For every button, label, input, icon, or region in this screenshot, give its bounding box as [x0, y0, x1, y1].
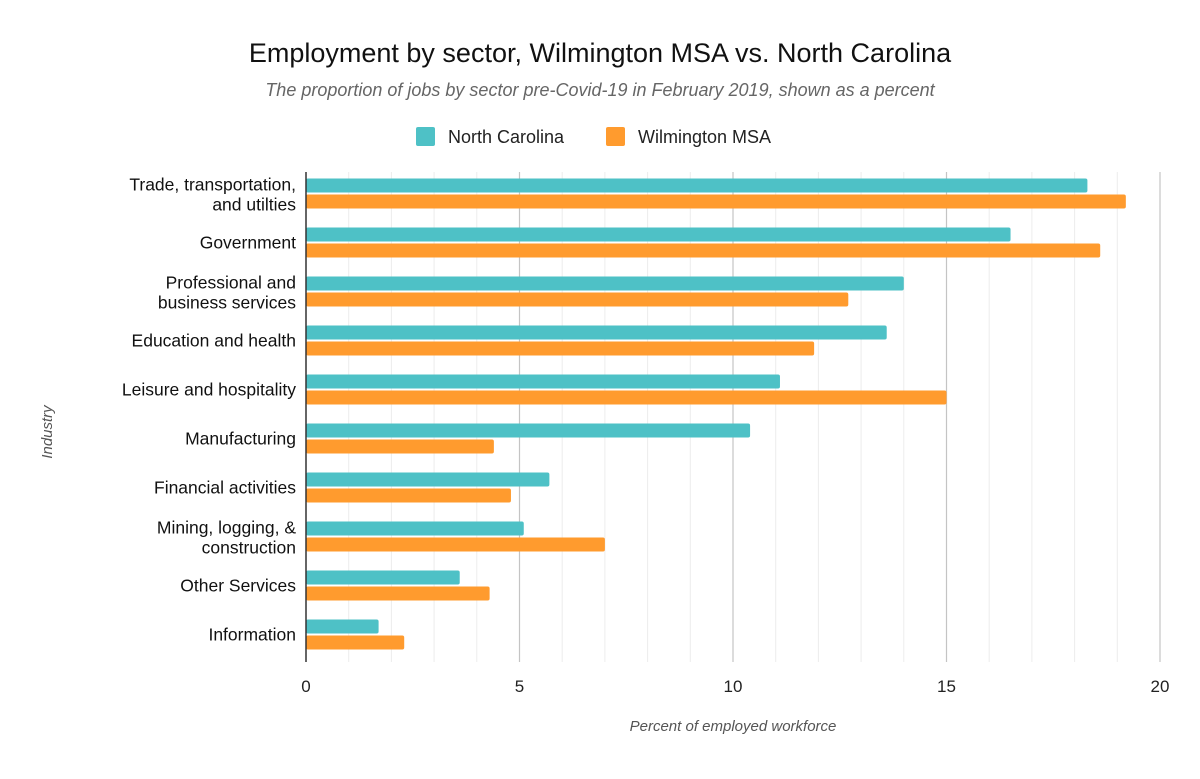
x-tick-label: 10	[724, 677, 743, 696]
bar-wilmington-msa	[306, 341, 815, 356]
y-category-label-line: Professional and	[166, 273, 296, 293]
y-category-label-line: Mining, logging, &	[157, 518, 296, 538]
bar-north-carolina	[306, 276, 904, 291]
bar-wilmington-msa	[306, 390, 947, 405]
bar-wilmington-msa	[306, 635, 405, 650]
legend-swatch-wilmington-msa	[606, 127, 625, 146]
y-category-label-line: business services	[158, 293, 296, 313]
chart-title: Employment by sector, Wilmington MSA vs.…	[249, 38, 952, 68]
y-category-label-line: construction	[202, 538, 296, 558]
bar-north-carolina	[306, 178, 1088, 193]
bar-north-carolina	[306, 325, 887, 340]
x-tick-label: 15	[937, 677, 956, 696]
bar-wilmington-msa	[306, 439, 494, 454]
legend-label-north-carolina: North Carolina	[448, 127, 565, 147]
axes: 0 5 10 15 20 Trade, transportation, and utilti…	[122, 172, 1170, 696]
y-category-label: Financial activities	[154, 478, 296, 498]
bar-north-carolina	[306, 374, 780, 389]
y-category-label: Education and health	[132, 331, 296, 351]
y-category-label: Professional and business services	[158, 273, 296, 313]
bar-wilmington-msa	[306, 488, 511, 503]
bar-north-carolina	[306, 521, 524, 536]
x-tick-label: 0	[301, 677, 310, 696]
x-tick-label: 20	[1151, 677, 1170, 696]
bar-north-carolina	[306, 423, 751, 438]
y-axis-title: Industry	[39, 404, 56, 459]
y-category-label: Leisure and hospitality	[122, 380, 296, 400]
bar-north-carolina	[306, 472, 550, 487]
legend: North Carolina Wilmington MSA	[416, 127, 771, 147]
legend-label-wilmington-msa: Wilmington MSA	[638, 127, 771, 147]
legend-swatch-north-carolina	[416, 127, 435, 146]
bar-north-carolina	[306, 570, 460, 585]
x-axis-title: Percent of employed workforce	[630, 718, 837, 735]
bar-north-carolina	[306, 227, 1011, 242]
chart-subtitle: The proportion of jobs by sector pre-Cov…	[265, 80, 935, 100]
bars	[306, 178, 1126, 650]
y-category-label-line: Trade, transportation,	[129, 175, 296, 195]
bar-wilmington-msa	[306, 243, 1101, 258]
bar-wilmington-msa	[306, 194, 1126, 209]
y-category-label: Government	[200, 233, 296, 253]
bar-wilmington-msa	[306, 537, 605, 552]
y-category-label: Information	[208, 625, 296, 645]
y-category-label: Other Services	[180, 576, 296, 596]
y-category-label: Mining, logging, & construction	[157, 518, 296, 558]
y-category-label-line: and utilties	[212, 195, 296, 215]
bar-wilmington-msa	[306, 292, 849, 307]
y-category-label: Trade, transportation, and utilties	[129, 175, 296, 215]
y-category-label: Manufacturing	[185, 429, 296, 449]
bar-wilmington-msa	[306, 586, 490, 601]
x-tick-label: 5	[515, 677, 524, 696]
bar-north-carolina	[306, 619, 379, 634]
